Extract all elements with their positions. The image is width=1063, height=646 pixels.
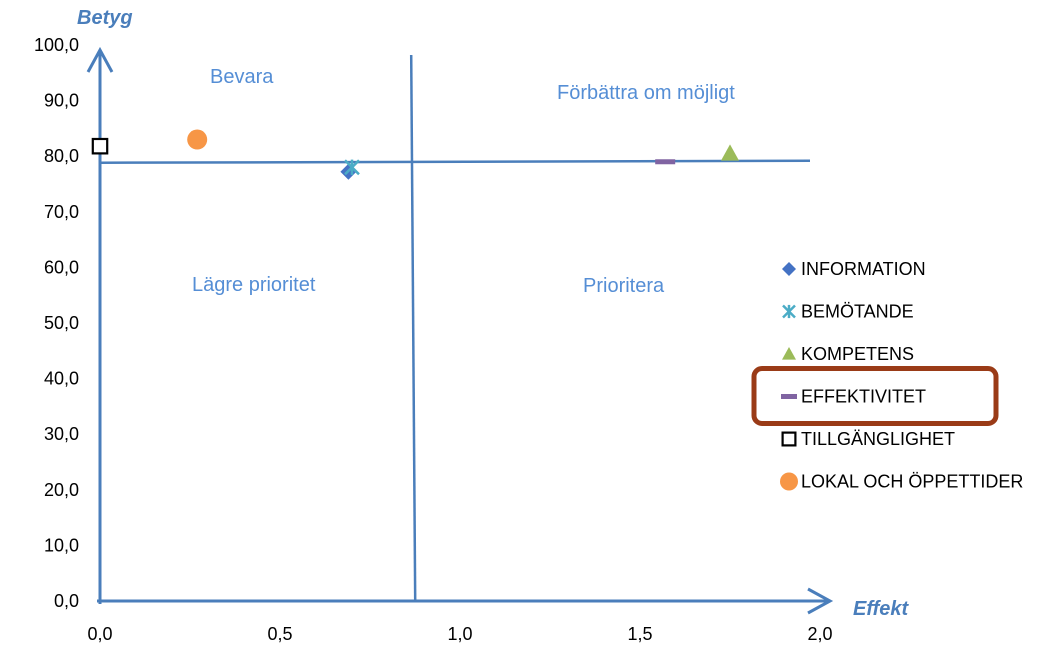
- x-tick-label: 0,5: [267, 624, 292, 644]
- legend-item: LOKAL OCH ÖPPETTIDER: [780, 472, 1023, 492]
- legend-item: INFORMATION: [782, 259, 926, 279]
- legend-marker: [782, 347, 796, 360]
- y-tick-label: 100,0: [34, 35, 79, 55]
- legend-label: EFFEKTIVITET: [801, 387, 926, 407]
- legend-label: BEMÖTANDE: [801, 302, 914, 322]
- quadrant-horizontal-line: [99, 159, 811, 165]
- legend-item: KOMPETENS: [782, 344, 914, 364]
- x-tick-label: 0,0: [87, 624, 112, 644]
- y-tick-label: 60,0: [44, 257, 79, 277]
- legend-item: EFFEKTIVITET: [781, 387, 926, 407]
- highlight-box: [751, 366, 999, 426]
- x-axis-arrow: [807, 587, 834, 615]
- data-point-effektivitet: [655, 159, 676, 165]
- legend-item: BEMÖTANDE: [782, 302, 914, 322]
- legend-marker: [782, 304, 796, 319]
- y-tick-label: 0,0: [54, 591, 79, 611]
- y-axis-title: Betyg: [77, 7, 133, 29]
- legend-marker: [781, 394, 797, 399]
- legend-label: TILLGÄNGLIGHET: [801, 429, 955, 449]
- legend-label: KOMPETENS: [801, 344, 914, 364]
- y-tick-label: 80,0: [44, 146, 79, 166]
- legend-label: INFORMATION: [801, 259, 926, 279]
- legend-marker: [782, 262, 796, 276]
- legend-item: TILLGÄNGLIGHET: [781, 429, 955, 449]
- x-tick-labels: 0,0 0,5 1,0 1,5 2,0: [87, 624, 832, 644]
- y-tick-label: 70,0: [44, 202, 79, 222]
- x-tick-label: 2,0: [807, 624, 832, 644]
- y-tick-labels: 0,0 10,0 20,0 30,0 40,0 50,0 60,0 70,0 80,0 90,0 1…: [34, 35, 79, 611]
- data-point-bem-tande: [344, 159, 360, 176]
- y-tick-label: 50,0: [44, 313, 79, 333]
- quadrant-vertical-line: [409, 54, 417, 602]
- x-axis-title: Effekt: [853, 598, 910, 620]
- quadrant-label-top-right: Förbättra om möjligt: [557, 82, 735, 104]
- data-point-kompetens: [721, 144, 739, 161]
- legend-marker: [781, 431, 797, 447]
- y-tick-label: 30,0: [44, 424, 79, 444]
- y-axis-arrow: [86, 46, 114, 73]
- data-point-lokal-och-ppettider: [187, 129, 208, 150]
- x-tick-label: 1,0: [447, 624, 472, 644]
- quadrant-lines: [99, 54, 811, 602]
- data-point-tillg-nglighet: [91, 137, 109, 155]
- y-tick-label: 20,0: [44, 480, 79, 500]
- y-tick-label: 10,0: [44, 535, 79, 555]
- quadrant-label-top-left: Bevara: [210, 66, 274, 88]
- legend: INFORMATION BEMÖTANDE KOMPETENS EFFEKTIVITE…: [751, 259, 1023, 492]
- quadrant-label-bottom-right: Prioritera: [583, 275, 665, 297]
- x-tick-label: 1,5: [627, 624, 652, 644]
- quadrant-label-bottom-left: Lägre prioritet: [192, 274, 316, 296]
- legend-marker: [780, 472, 798, 491]
- legend-label: LOKAL OCH ÖPPETTIDER: [801, 472, 1023, 492]
- data-points: [91, 129, 739, 180]
- y-tick-label: 40,0: [44, 369, 79, 389]
- y-tick-label: 90,0: [44, 91, 79, 111]
